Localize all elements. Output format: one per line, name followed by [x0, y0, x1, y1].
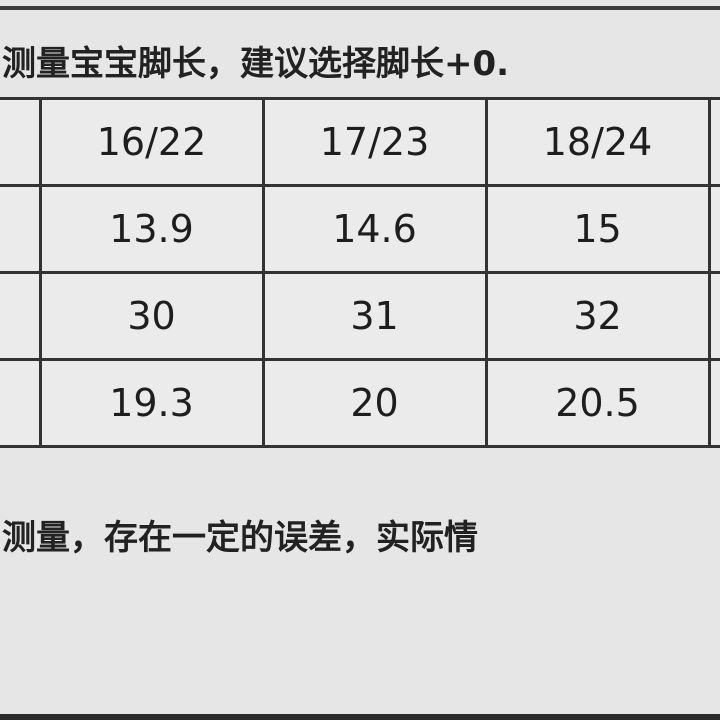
top-border: [0, 6, 720, 10]
bottom-border: [0, 714, 720, 720]
table-row: 16/22 17/23 18/24: [0, 97, 720, 187]
top-note: 测量宝宝脚长，建议选择脚长+0.: [2, 44, 510, 84]
table-cell: [707, 184, 720, 274]
table-row: 13.9 14.6 15: [0, 184, 720, 274]
table-cell: 20.5: [484, 358, 711, 448]
table-row: 19.3 20 20.5: [0, 358, 720, 448]
table-cell: 17/23: [261, 97, 488, 187]
table-cell: [707, 271, 720, 361]
table-cell: [707, 358, 720, 448]
table-cell: 18/24: [484, 97, 711, 187]
table-cell: 32: [484, 271, 711, 361]
table-cell: [0, 358, 42, 448]
table-cell: [0, 184, 42, 274]
table-cell: 20: [261, 358, 488, 448]
table-cell: 31: [261, 271, 488, 361]
table-cell: 13.9: [38, 184, 265, 274]
table-cell: 30: [38, 271, 265, 361]
bottom-note: 测量，存在一定的误差，实际情: [2, 518, 478, 558]
table-cell: 16/22: [38, 97, 265, 187]
table-cell: [0, 97, 42, 187]
table-cell: [0, 271, 42, 361]
table-cell: [707, 97, 720, 187]
table-cell: 14.6: [261, 184, 488, 274]
size-table: 16/22 17/23 18/24 13.9 14.6 15 30 31 32 …: [0, 97, 720, 448]
table-row: 30 31 32: [0, 271, 720, 361]
table-cell: 15: [484, 184, 711, 274]
table-cell: 19.3: [38, 358, 265, 448]
